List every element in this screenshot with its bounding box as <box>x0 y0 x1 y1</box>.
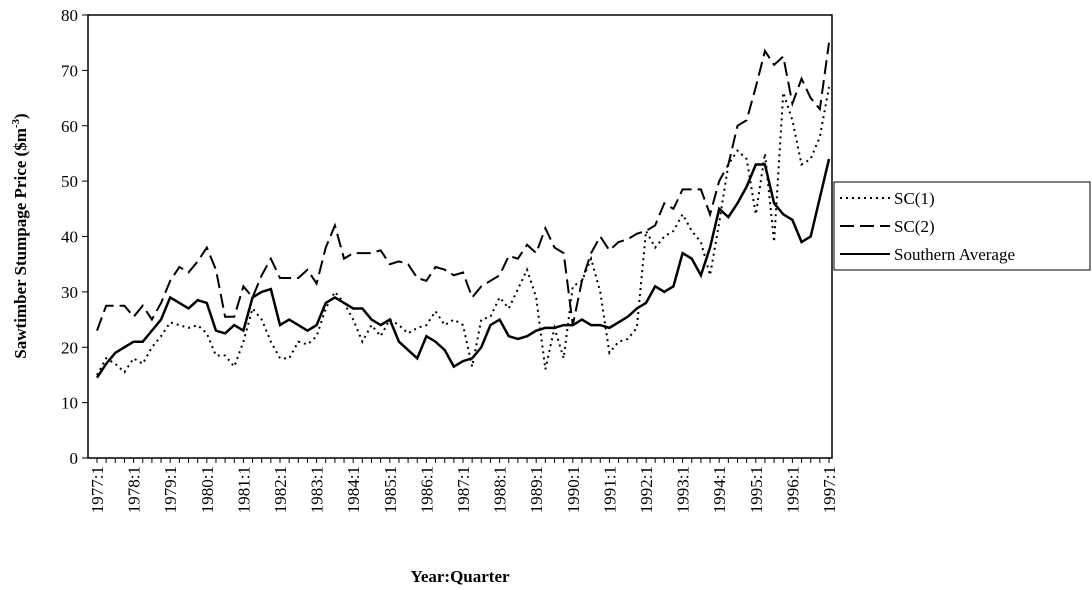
x-tick-label: 1992:1 <box>637 466 656 513</box>
legend-label: SC(2) <box>894 217 935 236</box>
x-tick-label: 1977:1 <box>88 466 107 513</box>
y-tick-label: 50 <box>61 172 78 191</box>
x-tick-label: 1989:1 <box>527 466 546 513</box>
y-axis-title-end: ) <box>11 113 30 119</box>
legend-label: SC(1) <box>894 189 935 208</box>
y-tick-label: 10 <box>61 394 78 413</box>
series-line <box>95 158 831 379</box>
y-tick-label: 20 <box>61 338 78 357</box>
x-tick-label: 1997:1 <box>820 466 839 513</box>
y-axis-title: Sawtimber Stumpage Price ($m-3) <box>10 113 30 358</box>
x-tick-label: 1984:1 <box>344 466 363 513</box>
x-tick-label: 1986:1 <box>417 466 436 513</box>
y-tick-label: 30 <box>61 283 78 302</box>
x-tick-label: 1987:1 <box>454 466 473 513</box>
x-tick-label: 1994:1 <box>710 466 729 513</box>
x-tick-label: 1990:1 <box>564 466 583 513</box>
x-tick-label: 1993:1 <box>674 466 693 513</box>
x-tick-label: 1980:1 <box>198 466 217 513</box>
x-tick-label: 1979:1 <box>161 466 180 513</box>
y-axis-title-main: Sawtimber Stumpage Price ($m <box>11 128 30 359</box>
x-tick-label: 1982:1 <box>271 466 290 513</box>
x-tick-label: 1995:1 <box>747 466 766 513</box>
x-tick-label: 1983:1 <box>308 466 327 513</box>
y-tick-label: 70 <box>61 61 78 80</box>
y-tick-label: 80 <box>61 6 78 25</box>
y-axis-title-sup: -3 <box>10 118 22 128</box>
x-tick-label: 1988:1 <box>491 466 510 513</box>
legend-box <box>833 181 1091 271</box>
x-tick-label: 1991:1 <box>600 466 619 513</box>
series-line <box>96 42 830 331</box>
x-tick-label: 1978:1 <box>125 466 144 513</box>
y-tick-label: 60 <box>61 117 78 136</box>
y-tick-label: 40 <box>61 228 78 247</box>
y-tick-label: 0 <box>70 449 79 468</box>
x-tick-label: 1981:1 <box>234 466 253 513</box>
x-tick-label: 1985:1 <box>381 466 400 513</box>
series-line <box>96 86 830 376</box>
x-axis-title: Year:Quarter <box>410 567 510 586</box>
legend-label: Southern Average <box>894 245 1015 264</box>
x-tick-label: 1996:1 <box>783 466 802 513</box>
